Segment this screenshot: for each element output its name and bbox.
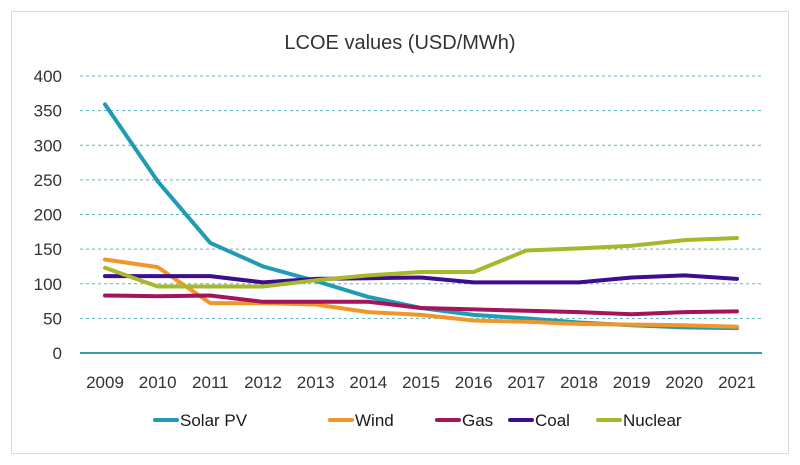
y-tick-label: 300	[34, 136, 62, 155]
series-line-wind	[103, 257, 739, 329]
y-axis-ticks: 0 50 100 150 200 250 300 350 400	[34, 67, 62, 363]
series-line-gas	[103, 293, 739, 317]
y-tick-label: 350	[34, 102, 62, 121]
legend-item-solar-pv: Solar PV	[153, 411, 248, 430]
chart-container	[11, 11, 789, 454]
series-line-nuclear	[103, 236, 739, 289]
x-tick-label: 2019	[613, 373, 651, 392]
x-tick-label: 2014	[349, 373, 387, 392]
x-tick-label: 2015	[402, 373, 440, 392]
x-tick-label: 2012	[244, 373, 282, 392]
legend-item-gas: Gas	[435, 411, 493, 430]
x-tick-label: 2009	[86, 373, 124, 392]
x-tick-label: 2010	[139, 373, 177, 392]
x-tick-label: 2017	[507, 373, 545, 392]
y-tick-label: 150	[34, 240, 62, 259]
series-lines	[103, 102, 739, 331]
y-tick-label: 50	[43, 309, 62, 328]
legend-label: Gas	[462, 411, 493, 430]
legend-item-nuclear: Nuclear	[596, 411, 682, 430]
gridlines	[80, 75, 762, 354]
x-tick-label: 2020	[665, 373, 703, 392]
legend-item-wind: Wind	[328, 411, 394, 430]
x-axis-ticks: 2009 2010 2011 2012 2013 2014 2015 2016 2017 2018…	[86, 373, 756, 392]
x-tick-label: 2013	[297, 373, 335, 392]
y-tick-label: 400	[34, 67, 62, 86]
legend-label: Solar PV	[180, 411, 248, 430]
x-tick-label: 2011	[192, 373, 229, 392]
legend: Solar PV Wind Gas Coal Nuclear	[153, 411, 682, 430]
x-tick-label: 2021	[718, 373, 756, 392]
y-tick-label: 0	[53, 344, 62, 363]
legend-label: Coal	[535, 411, 570, 430]
y-tick-label: 100	[34, 275, 62, 294]
chart-title: LCOE values (USD/MWh)	[284, 32, 515, 54]
legend-label: Wind	[355, 411, 394, 430]
y-tick-label: 250	[34, 171, 62, 190]
x-tick-label: 2016	[455, 373, 493, 392]
series-line-coal	[103, 273, 739, 285]
legend-label: Nuclear	[623, 411, 682, 430]
y-tick-label: 200	[34, 206, 62, 225]
legend-item-coal: Coal	[508, 411, 570, 430]
x-tick-label: 2018	[560, 373, 598, 392]
